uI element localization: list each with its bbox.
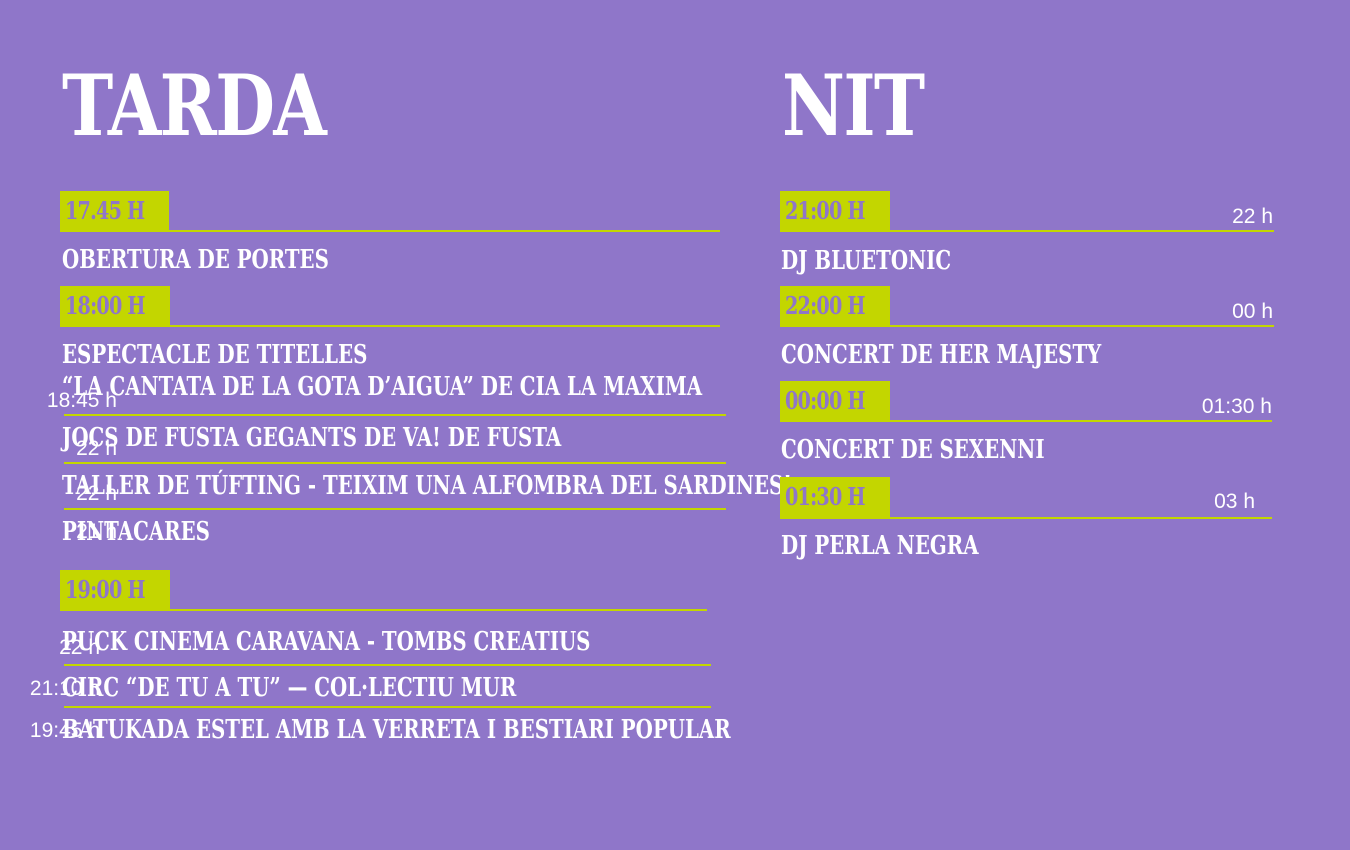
divider <box>64 508 726 510</box>
event-end-time: 18:45 h <box>46 389 117 412</box>
time-badge: 18:00 H <box>60 286 170 326</box>
night-column: NIT 21:00 H 22 h DJ BLUETONIC 22:00 H 00… <box>720 0 1350 850</box>
divider <box>780 420 1272 422</box>
event-end-time: 22 h <box>76 482 117 505</box>
event-title-line2: “LA CANTATA DE LA GOTA D’AIGUA” DE CIA L… <box>62 372 703 402</box>
slot-end-time: 01:30 h <box>1201 395 1272 418</box>
divider <box>780 325 1274 327</box>
divider <box>780 517 1272 519</box>
event-title: DJ PERLA NEGRA <box>781 531 979 561</box>
divider <box>60 325 720 327</box>
event-title: CONCERT DE HER MAJESTY <box>781 340 1102 370</box>
afternoon-column: TARDA 17.45 H OBERTURA DE PORTES 18:00 H… <box>29 56 792 746</box>
event-title: CIRC “DE TU A TU” — COL·LECTIU MUR <box>62 673 517 703</box>
slot-end-time: 03 h <box>1214 490 1255 513</box>
slot-end-time: 00 h <box>1232 300 1273 323</box>
event-title: ESPECTACLE DE TITELLES <box>62 340 368 370</box>
slot-end-time: 22 h <box>1232 205 1273 228</box>
event-title: PINTACARES <box>62 517 210 547</box>
event-title: JOCS DE FUSTA GEGANTS DE VA! DE FUSTA <box>62 423 562 453</box>
event-title: OBERTURA DE PORTES <box>62 245 329 275</box>
event-end-time: 19:45 h <box>29 719 100 742</box>
time-badge: 00:00 H <box>780 381 890 421</box>
divider <box>64 414 726 416</box>
divider <box>60 230 720 232</box>
divider <box>64 706 711 708</box>
divider <box>780 230 1274 232</box>
night-heading: NIT <box>782 56 925 155</box>
event-title: CONCERT DE SEXENNI <box>781 435 1045 465</box>
time-badge: 01:30 H <box>780 477 890 517</box>
time-badge: 17.45 H <box>60 191 170 231</box>
event-end-time: 22 h <box>59 636 100 659</box>
time-badge: 22:00 H <box>780 286 890 326</box>
time-badge: 19:00 H <box>60 570 170 610</box>
event-title: PUCK CINEMA CARAVANA - TOMBS CREATIUS <box>62 627 591 657</box>
event-title: TALLER DE TÚFTING - TEIXIM UNA ALFOMBRA … <box>62 471 792 501</box>
event-title: DJ BLUETONIC <box>781 246 952 276</box>
time-badge: 21:00 H <box>780 191 890 231</box>
divider <box>60 609 707 611</box>
event-end-time: 21 h <box>76 520 117 543</box>
divider <box>64 664 711 666</box>
event-end-time: 21:10 h <box>29 677 100 700</box>
event-end-time: 22 h <box>76 437 117 460</box>
afternoon-heading: TARDA <box>62 56 327 155</box>
divider <box>64 462 726 464</box>
event-title: BATUKADA ESTEL AMB LA VERRETA I BESTIARI… <box>62 715 731 745</box>
